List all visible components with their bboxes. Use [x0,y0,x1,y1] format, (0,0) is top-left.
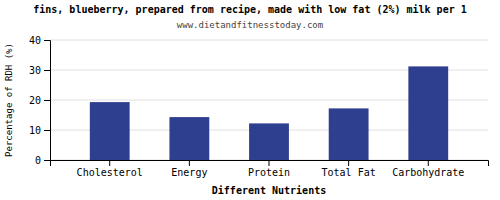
bars [90,66,448,160]
tick: 0 [35,155,50,166]
grid [50,40,488,160]
tick-mark [348,160,349,166]
bar [329,108,369,160]
tick-mark [44,100,50,101]
tick-mark [269,160,270,166]
grid-line [50,40,488,41]
tick-label: 30 [29,65,41,76]
axis-line [44,41,51,161]
plot-area: 0 10 20 30 40 Cholesterol Energy Protein Total F… [29,35,489,178]
tick-mark [109,160,110,166]
tick-label: 40 [29,35,41,46]
tick: Energy [171,160,207,178]
tick: 30 [29,65,50,76]
tick-mark [189,160,190,166]
x-axis-title: Different Nutrients [212,185,326,196]
x-axis: Cholesterol Energy Protein Total Fat Carbohy… [51,160,489,178]
chart: fins, blueberry, prepared from recipe, m… [0,0,500,200]
tick-label: 0 [35,155,41,166]
bar [408,66,448,160]
tick: Cholesterol [77,160,143,178]
tick-mark [428,160,429,166]
tick: 40 [29,35,50,46]
tick-label: Total Fat [322,167,376,178]
tick-label: Protein [248,167,290,178]
tick: 20 [29,95,50,106]
y-axis: 0 10 20 30 40 [29,35,51,166]
title: fins, blueberry, prepared from recipe, m… [33,4,466,15]
tick-label: Energy [171,167,207,178]
axis-line [51,161,489,167]
tick: Total Fat [322,160,376,178]
tick-mark [44,70,50,71]
tick-label: 20 [29,95,41,106]
bar [249,123,289,160]
y-axis-title: Percentage of RDH (%) [4,43,14,157]
tick-mark [44,40,50,41]
bar [169,117,209,160]
tick-label: 10 [29,125,41,136]
tick: 10 [29,125,50,136]
tick: Carbohydrate [392,160,464,178]
tick-label: Cholesterol [77,167,143,178]
tick-mark [44,130,50,131]
tick-label: Carbohydrate [392,167,464,178]
bar [90,102,130,160]
tick: Protein [248,160,290,178]
subtitle: www.dietandfitnesstoday.com [177,20,323,30]
tick-mark [44,160,50,161]
